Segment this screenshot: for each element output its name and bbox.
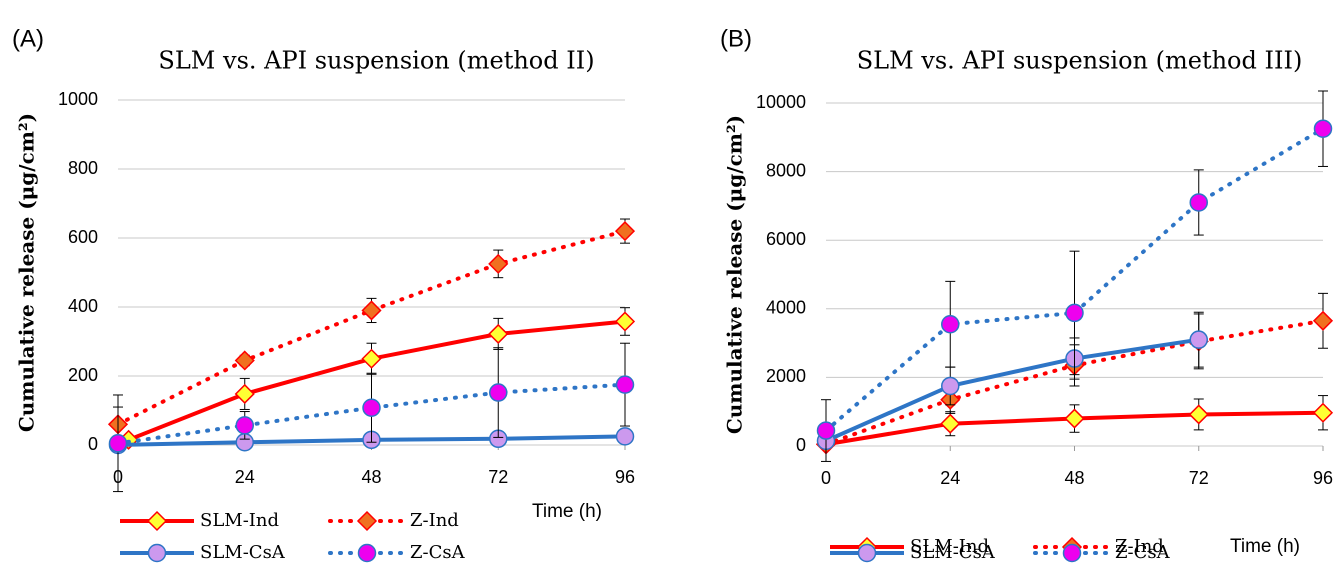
data-point — [1064, 408, 1085, 429]
x-tick-label: 0 — [821, 468, 831, 488]
data-point — [489, 383, 508, 402]
y-tick-label: 200 — [68, 365, 98, 385]
data-point — [1189, 193, 1208, 212]
legend-label: SLM-Ind — [200, 510, 279, 531]
legend-label: SLM-CsA — [910, 542, 996, 563]
series-line — [127, 319, 626, 442]
data-point — [362, 398, 381, 417]
y-tick-label: 0 — [796, 435, 806, 455]
data-point — [361, 300, 382, 321]
legend-label: Z-Ind — [1115, 536, 1164, 557]
data-point — [108, 434, 128, 453]
x-tick-label: 48 — [361, 467, 381, 487]
data-point — [1189, 330, 1208, 349]
data-point — [234, 350, 255, 371]
data-point — [614, 221, 636, 242]
legend-marker — [356, 510, 378, 532]
legend-label: SLM-CsA — [200, 542, 286, 563]
x-tick-label: 48 — [1064, 468, 1084, 488]
legend-marker — [857, 543, 877, 563]
y-tick-label: 8000 — [766, 160, 806, 180]
legend-label: Z-Ind — [410, 510, 459, 531]
y-axis-label: Cumulative release (μg/cm²) — [723, 115, 747, 434]
y-tick-label: 2000 — [766, 366, 806, 386]
data-point — [234, 383, 255, 405]
x-tick-label: 24 — [235, 467, 255, 487]
x-tick-label: 96 — [615, 467, 635, 487]
legend-marker — [357, 543, 377, 563]
data-point — [1065, 303, 1084, 323]
data-point — [941, 314, 960, 334]
x-tick-label: 24 — [940, 468, 960, 488]
y-tick-label: 4000 — [766, 298, 806, 318]
data-point — [816, 421, 836, 440]
legend-label: Z-CsA — [410, 542, 466, 563]
panel-label: (A) — [12, 25, 44, 52]
chart-title: SLM vs. API suspension (method II) — [158, 47, 594, 75]
data-point — [941, 376, 960, 396]
data-point — [615, 375, 635, 394]
data-point — [235, 416, 254, 435]
legend-marker — [147, 543, 167, 563]
x-axis-label: Time (h) — [1230, 536, 1300, 557]
data-point — [615, 427, 635, 446]
data-point — [361, 348, 382, 369]
legend-marker — [146, 510, 168, 532]
x-tick-label: 72 — [1189, 468, 1209, 488]
legend-marker — [1062, 543, 1082, 563]
data-point — [940, 413, 961, 434]
chart-title: SLM vs. API suspension (method III) — [857, 47, 1303, 75]
data-point — [488, 253, 509, 274]
y-tick-label: 0 — [88, 434, 98, 454]
legend-label: SLM-Ind — [910, 536, 989, 557]
data-point — [1188, 404, 1209, 425]
panel-label: (B) — [720, 25, 752, 52]
data-point — [1312, 310, 1334, 331]
x-axis-label: Time (h) — [532, 501, 602, 522]
x-tick-label: 72 — [488, 467, 508, 487]
y-tick-label: 6000 — [766, 229, 806, 249]
data-point — [1312, 402, 1334, 423]
y-tick-label: 10000 — [756, 92, 806, 112]
series-line — [825, 337, 1200, 443]
data-point — [488, 323, 509, 344]
y-tick-label: 1000 — [58, 89, 98, 109]
y-tick-label: 600 — [68, 227, 98, 247]
data-point — [614, 311, 636, 332]
legend-label: Z-CsA — [1115, 542, 1171, 563]
y-axis-label: Cumulative release (μg/cm²) — [15, 113, 39, 432]
x-tick-label: 96 — [1313, 468, 1333, 488]
data-point — [1313, 119, 1333, 138]
y-tick-label: 800 — [68, 158, 98, 178]
y-tick-label: 400 — [68, 296, 98, 316]
